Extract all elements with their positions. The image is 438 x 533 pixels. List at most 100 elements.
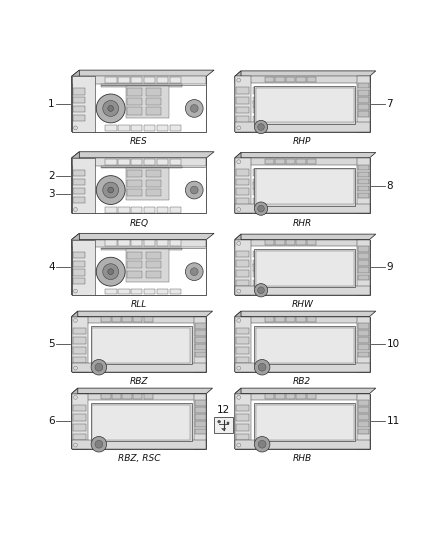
- Bar: [235, 76, 370, 132]
- Bar: [253, 280, 261, 286]
- Text: RHR: RHR: [293, 219, 312, 228]
- Bar: [73, 188, 85, 194]
- Text: RLL: RLL: [131, 301, 147, 309]
- Circle shape: [191, 268, 198, 276]
- Bar: [170, 207, 181, 213]
- Bar: [194, 393, 206, 449]
- Circle shape: [103, 264, 119, 280]
- Bar: [146, 98, 161, 105]
- Bar: [72, 158, 95, 213]
- Bar: [254, 86, 355, 124]
- Bar: [237, 260, 250, 267]
- Bar: [237, 87, 250, 94]
- Bar: [275, 394, 285, 399]
- Bar: [144, 77, 155, 83]
- Bar: [358, 344, 369, 350]
- Bar: [358, 193, 369, 198]
- Bar: [235, 393, 370, 400]
- Bar: [118, 77, 130, 83]
- Bar: [195, 414, 205, 420]
- Text: 12: 12: [217, 405, 230, 415]
- Polygon shape: [72, 388, 78, 449]
- Bar: [358, 104, 369, 110]
- Polygon shape: [72, 388, 212, 393]
- Bar: [296, 159, 306, 164]
- Bar: [131, 240, 142, 246]
- Bar: [127, 271, 142, 278]
- Circle shape: [258, 364, 266, 371]
- Bar: [157, 289, 168, 294]
- Bar: [91, 327, 192, 364]
- Bar: [73, 414, 86, 421]
- Bar: [253, 264, 259, 271]
- Bar: [253, 260, 261, 267]
- Bar: [237, 405, 250, 411]
- Bar: [286, 159, 295, 164]
- Bar: [358, 400, 369, 406]
- Bar: [146, 189, 161, 196]
- Bar: [237, 347, 250, 354]
- Bar: [256, 88, 353, 123]
- Bar: [118, 207, 130, 213]
- Bar: [253, 251, 261, 257]
- Bar: [237, 179, 250, 185]
- Bar: [296, 394, 306, 399]
- Bar: [133, 394, 142, 399]
- Bar: [235, 158, 370, 165]
- Polygon shape: [235, 234, 241, 295]
- Bar: [296, 77, 306, 82]
- Polygon shape: [72, 70, 214, 76]
- Bar: [101, 317, 111, 322]
- Bar: [92, 328, 191, 362]
- Bar: [235, 317, 370, 372]
- Bar: [194, 317, 206, 372]
- Bar: [157, 207, 168, 213]
- Bar: [91, 403, 192, 441]
- Bar: [195, 400, 205, 406]
- Bar: [358, 111, 369, 117]
- Bar: [358, 260, 369, 266]
- Bar: [112, 317, 121, 322]
- Text: RBZ: RBZ: [130, 377, 148, 386]
- Bar: [118, 289, 130, 294]
- Bar: [357, 76, 370, 132]
- Bar: [265, 317, 274, 322]
- Bar: [146, 170, 161, 177]
- Circle shape: [74, 366, 78, 370]
- Bar: [73, 424, 86, 431]
- Bar: [254, 249, 355, 287]
- Bar: [254, 168, 355, 206]
- Bar: [358, 323, 369, 329]
- Bar: [235, 317, 251, 372]
- Bar: [275, 159, 285, 164]
- Circle shape: [185, 181, 203, 199]
- Circle shape: [258, 124, 265, 131]
- Bar: [73, 328, 86, 334]
- Bar: [256, 405, 353, 440]
- Circle shape: [191, 104, 198, 112]
- Bar: [195, 351, 205, 357]
- Bar: [357, 317, 370, 372]
- Text: 6: 6: [48, 416, 55, 426]
- Circle shape: [254, 359, 270, 375]
- Bar: [170, 77, 181, 83]
- Bar: [253, 188, 261, 195]
- Bar: [195, 407, 205, 413]
- Bar: [357, 239, 370, 295]
- Bar: [118, 240, 130, 246]
- Bar: [146, 180, 161, 187]
- Bar: [73, 252, 85, 258]
- Bar: [144, 159, 155, 165]
- Bar: [358, 165, 369, 170]
- Text: 2: 2: [48, 171, 55, 181]
- Text: REQ: REQ: [130, 219, 148, 228]
- Bar: [253, 101, 259, 107]
- Circle shape: [237, 289, 240, 293]
- Bar: [237, 280, 250, 286]
- Circle shape: [95, 364, 103, 371]
- Circle shape: [237, 443, 240, 447]
- Bar: [170, 240, 181, 246]
- Circle shape: [108, 269, 113, 274]
- Polygon shape: [235, 152, 241, 213]
- Bar: [146, 261, 161, 268]
